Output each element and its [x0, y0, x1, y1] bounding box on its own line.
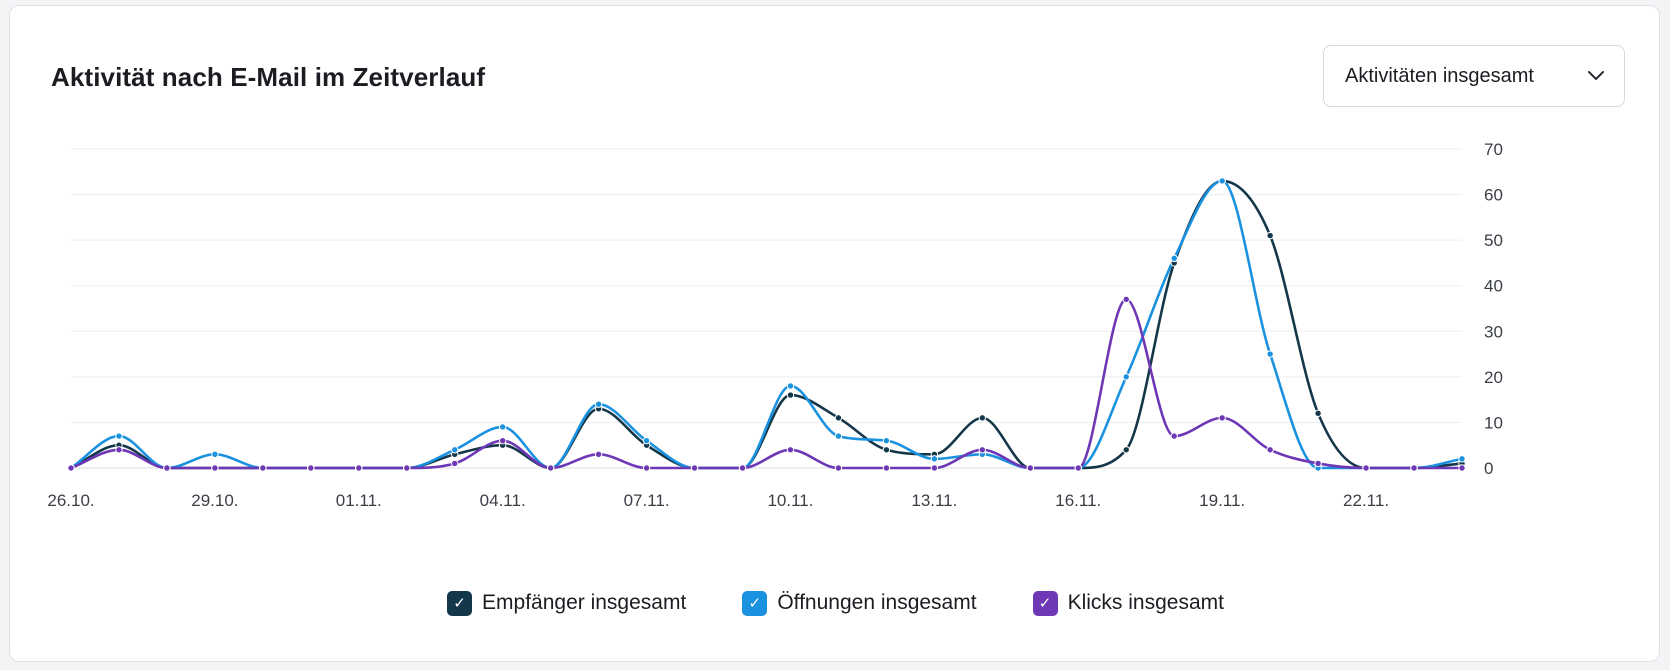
chart-legend: ✓ Empfänger insgesamt ✓ Öffnungen insges… — [10, 586, 1661, 620]
data-point — [1218, 414, 1226, 422]
data-point — [403, 464, 411, 472]
x-tick-label: 29.10. — [191, 491, 238, 510]
data-point — [1458, 455, 1466, 463]
data-point — [1266, 350, 1274, 358]
dropdown-label: Aktivitäten insgesamt — [1345, 65, 1534, 87]
data-point — [1314, 409, 1322, 418]
data-point — [1362, 464, 1370, 472]
legend-label: Öffnungen insgesamt — [777, 591, 977, 614]
x-tick-label: 10.11. — [767, 491, 813, 510]
data-point — [307, 464, 315, 472]
x-tick-label: 19.11. — [1199, 491, 1245, 510]
y-tick-label: 40 — [1484, 277, 1503, 296]
legend-item-opens[interactable]: ✓ Öffnungen insgesamt — [742, 590, 977, 616]
data-point — [1122, 295, 1130, 304]
legend-label: Empfänger insgesamt — [482, 591, 687, 614]
data-point — [930, 464, 939, 472]
data-point — [67, 464, 75, 472]
line-chart: 0 10 20 30 40 50 60 70 26.10. 29.10. 01.11. 04.11. 0… — [47, 140, 1503, 510]
data-point — [1170, 254, 1178, 263]
y-tick-label: 30 — [1484, 322, 1503, 341]
x-tick-label: 13.11. — [911, 491, 957, 510]
data-point — [259, 464, 267, 472]
data-point — [834, 432, 843, 440]
checkmark-icon[interactable]: ✓ — [447, 590, 473, 616]
data-point — [546, 464, 555, 472]
activity-card: Aktivität nach E-Mail im Zeitverlauf Akt… — [9, 5, 1660, 662]
data-point — [163, 464, 171, 472]
data-point — [930, 455, 939, 463]
legend-label: Klicks insgesamt — [1067, 591, 1224, 614]
data-point — [786, 391, 795, 399]
data-point — [834, 414, 843, 422]
y-tick-label: 0 — [1484, 459, 1493, 478]
y-tick-label: 50 — [1484, 231, 1503, 250]
x-tick-label: 16.11. — [1055, 491, 1101, 510]
chevron-down-icon — [1588, 71, 1604, 80]
series-line-2 — [69, 298, 1464, 470]
activity-type-dropdown[interactable]: Aktivitäten insgesamt — [1323, 45, 1625, 107]
data-point — [1218, 177, 1226, 185]
data-point — [115, 432, 123, 440]
data-point — [594, 400, 603, 408]
data-point — [355, 464, 363, 472]
data-point — [834, 464, 843, 472]
data-point — [211, 464, 219, 472]
data-point — [642, 436, 651, 445]
data-point — [594, 450, 603, 459]
data-point — [1458, 464, 1466, 472]
legend-item-recipients[interactable]: ✓ Empfänger insgesamt — [447, 590, 687, 616]
data-point — [978, 446, 987, 454]
data-point — [1170, 432, 1178, 440]
data-point — [1266, 446, 1274, 454]
data-point — [786, 382, 795, 390]
data-point — [1122, 373, 1130, 381]
data-point — [882, 446, 891, 454]
y-tick-label: 20 — [1484, 368, 1503, 387]
data-point — [1026, 464, 1035, 472]
legend-item-clicks[interactable]: ✓ Klicks insgesamt — [1032, 590, 1224, 616]
data-point — [1410, 464, 1418, 472]
x-tick-label: 22.11. — [1343, 491, 1389, 510]
data-point — [115, 446, 123, 454]
checkmark-icon[interactable]: ✓ — [1032, 590, 1058, 616]
data-point — [1122, 446, 1130, 454]
data-point — [1074, 464, 1082, 472]
x-tick-label: 26.10. — [47, 491, 94, 510]
y-tick-label: 70 — [1484, 140, 1503, 159]
data-point — [498, 436, 507, 445]
page-title: Aktivität nach E-Mail im Zeitverlauf — [51, 62, 486, 92]
series-line-1 — [69, 179, 1464, 470]
data-point — [451, 446, 459, 454]
data-point — [1266, 231, 1274, 240]
data-point — [690, 464, 699, 472]
y-tick-label: 10 — [1484, 413, 1503, 432]
data-point — [451, 459, 459, 468]
data-point — [978, 414, 987, 422]
y-tick-label: 60 — [1484, 186, 1503, 205]
data-point — [882, 464, 891, 472]
data-point — [1314, 459, 1322, 468]
data-point — [211, 450, 219, 459]
data-point — [498, 423, 507, 431]
data-point — [786, 446, 795, 454]
x-tick-label: 07.11. — [624, 491, 670, 510]
data-point — [642, 464, 651, 472]
data-point — [738, 464, 747, 472]
x-tick-label: 04.11. — [480, 491, 526, 510]
checkmark-icon[interactable]: ✓ — [742, 590, 768, 616]
x-tick-label: 01.11. — [336, 491, 382, 510]
data-point — [882, 436, 891, 445]
